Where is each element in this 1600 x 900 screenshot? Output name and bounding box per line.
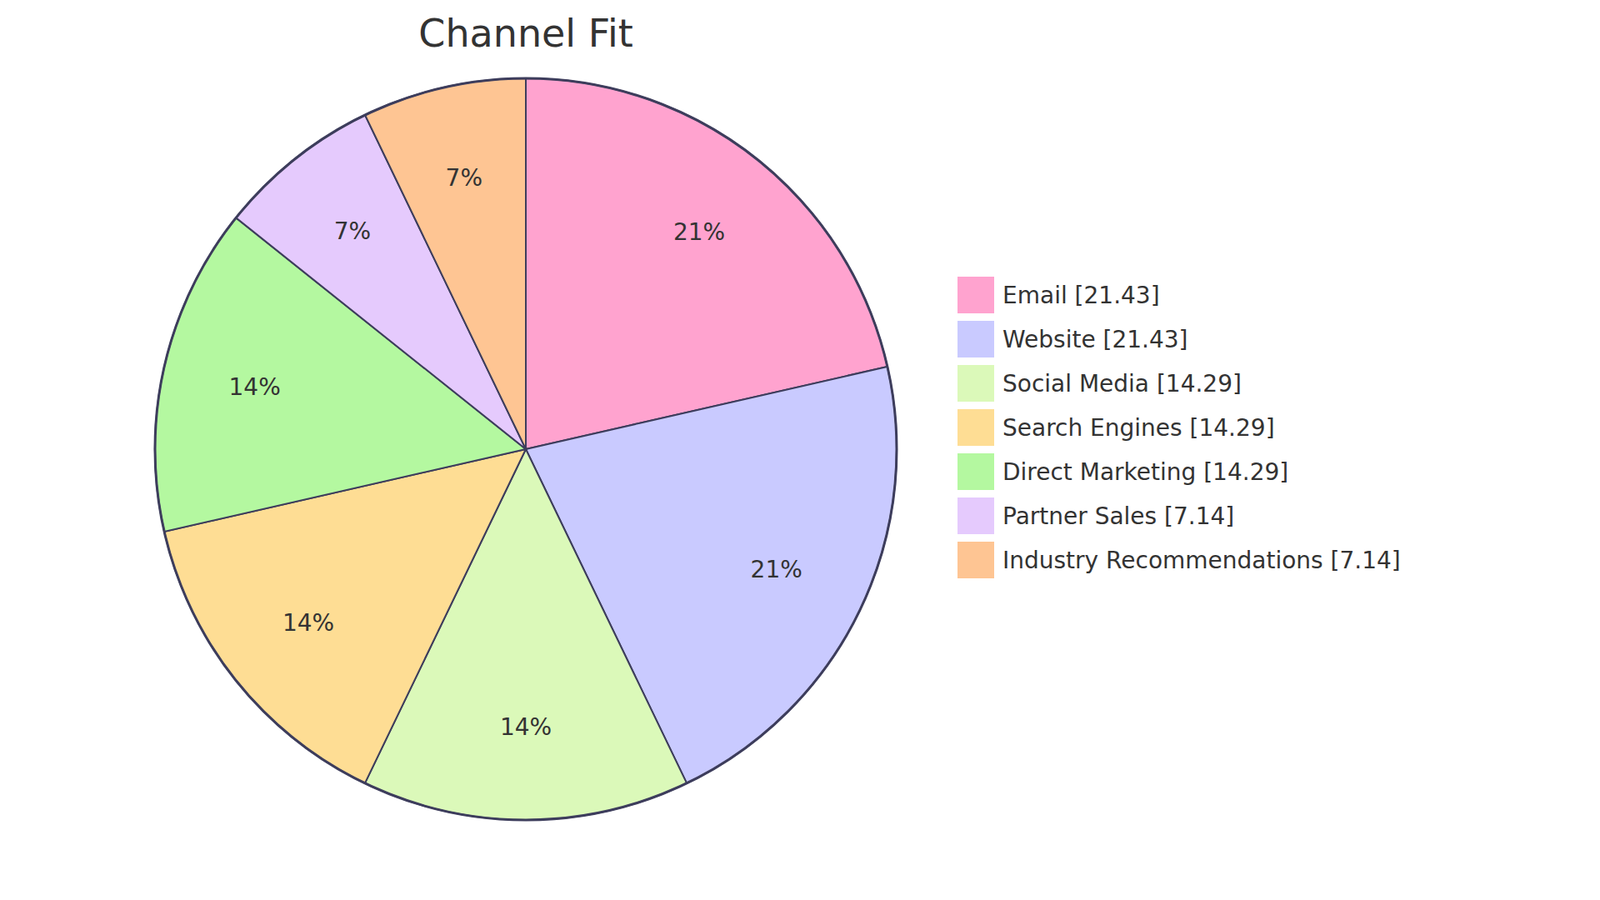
legend-swatch — [957, 497, 995, 535]
legend-label: Search Engines [14.29] — [1002, 414, 1275, 442]
legend-item: Partner Sales [7.14] — [957, 497, 1235, 535]
legend: Email [21.43] Website [21.43] Social Media… — [957, 276, 1401, 579]
legend-item: Social Media [14.29] — [957, 365, 1242, 402]
legend-swatch — [957, 453, 995, 490]
legend-label: Industry Recommendations [7.14] — [1002, 546, 1401, 575]
pie-outline — [155, 78, 897, 820]
legend-swatch — [957, 409, 995, 446]
data-label: 21% — [750, 555, 803, 584]
legend-label: Partner Sales [7.14] — [1002, 502, 1235, 530]
data-label: 7% — [445, 164, 483, 192]
data-label: 14% — [229, 373, 281, 401]
legend-swatch — [957, 320, 995, 358]
data-label: 7% — [334, 217, 371, 245]
data-label: 14% — [500, 713, 552, 741]
legend-swatch — [957, 276, 995, 314]
legend-label: Website [21.43] — [1002, 325, 1189, 354]
data-label: 14% — [282, 609, 335, 637]
legend-item: Email [21.43] — [957, 276, 1160, 314]
legend-swatch — [957, 365, 995, 402]
legend-item: Direct Marketing [14.29] — [957, 453, 1289, 490]
legend-item: Industry Recommendations [7.14] — [957, 541, 1401, 579]
data-label: 21% — [673, 218, 725, 246]
title: Channel Fit — [418, 10, 633, 56]
pie: 21% 21% 14% 14% 14% 7% 7% — [155, 78, 897, 820]
legend-label: Direct Marketing [14.29] — [1002, 458, 1289, 486]
legend-label: Social Media [14.29] — [1002, 370, 1242, 398]
legend-item: Search Engines [14.29] — [957, 409, 1275, 446]
legend-label: Email [21.43] — [1002, 281, 1160, 310]
legend-item: Website [21.43] — [957, 320, 1189, 358]
legend-swatch — [957, 541, 995, 579]
slice — [365, 78, 526, 450]
chart: Channel Fit 21% 21% 14% 14% 14% 7% 7% Email [21.… — [0, 0, 1600, 900]
